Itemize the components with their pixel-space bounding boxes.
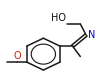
Text: O: O bbox=[13, 51, 21, 61]
Text: N: N bbox=[89, 30, 96, 40]
Text: HO: HO bbox=[51, 13, 66, 23]
